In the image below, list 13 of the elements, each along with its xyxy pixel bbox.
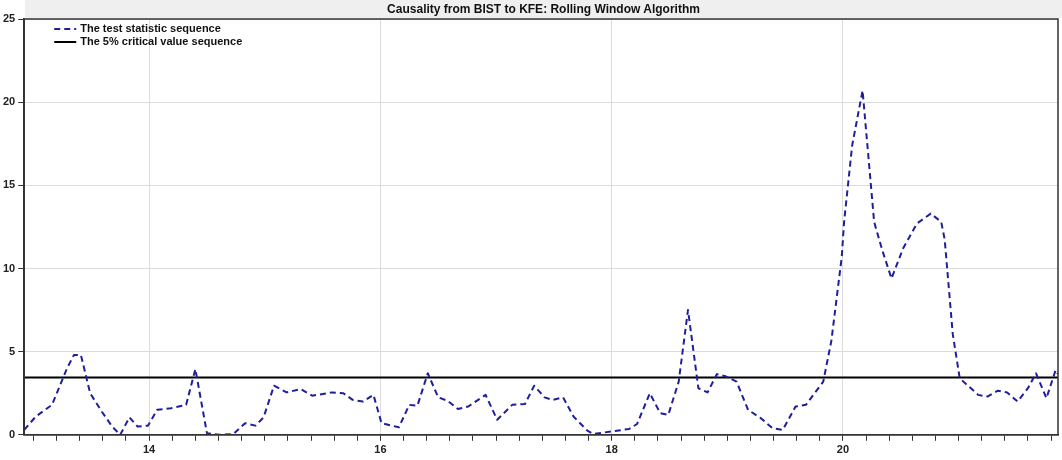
x-tick-label: 18 xyxy=(605,443,618,456)
y-tick-label: 25 xyxy=(2,12,16,25)
y-tick-label: 0 xyxy=(9,427,16,440)
legend-label: The 5% critical value sequence xyxy=(80,35,243,48)
x-tick-label: 20 xyxy=(836,443,850,456)
y-tick-label: 20 xyxy=(2,95,16,108)
y-tick-label: 15 xyxy=(2,178,16,191)
y-tick-label: 10 xyxy=(2,261,16,274)
legend-label: The test statistic sequence xyxy=(80,22,221,35)
y-tick-label: 5 xyxy=(9,344,16,357)
x-tick-label: 16 xyxy=(374,443,387,456)
x-tick-label: 14 xyxy=(142,443,157,456)
chart-title: Causality from BIST to KFE: Rolling Window Algorithm xyxy=(25,0,1062,18)
